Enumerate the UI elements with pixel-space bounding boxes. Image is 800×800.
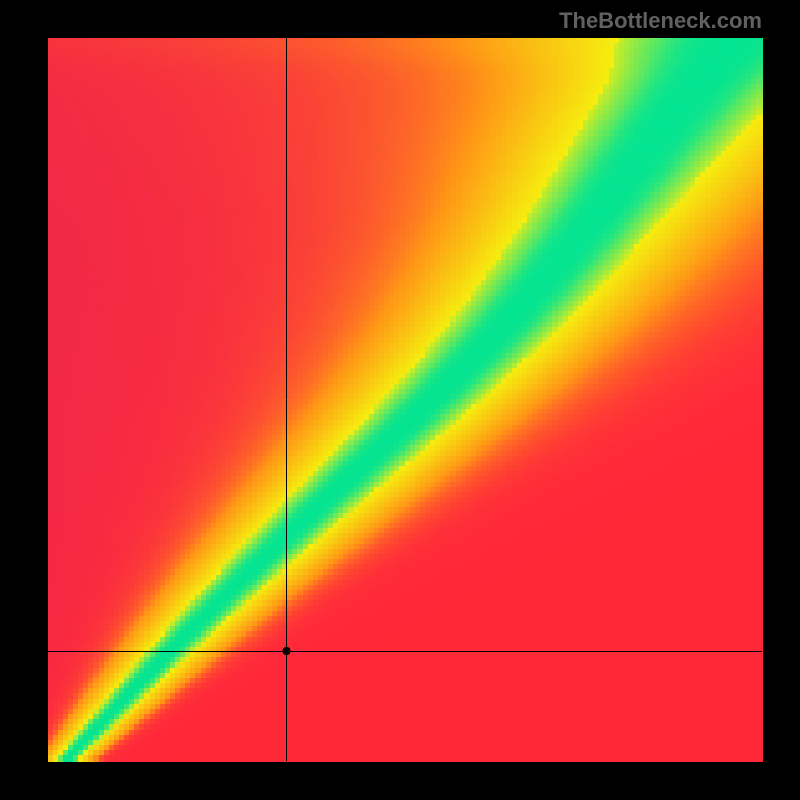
source-watermark: TheBottleneck.com	[559, 8, 762, 34]
chart-container: { "source_label": "TheBottleneck.com", "…	[0, 0, 800, 800]
bottleneck-heatmap	[0, 0, 800, 800]
